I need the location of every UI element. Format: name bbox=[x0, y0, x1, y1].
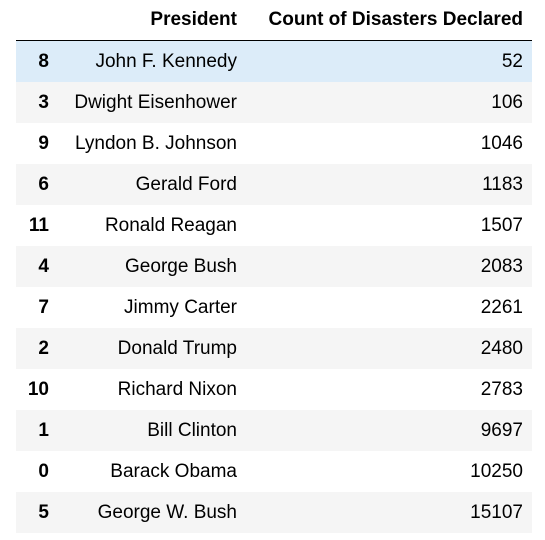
count-cell: 2480 bbox=[480, 337, 523, 359]
president-cell: Donald Trump bbox=[117, 337, 237, 359]
count-cell: 15107 bbox=[470, 501, 523, 523]
count-cell: 1046 bbox=[480, 132, 523, 154]
president-cell: Jimmy Carter bbox=[124, 296, 237, 318]
president-cell: Dwight Eisenhower bbox=[74, 91, 237, 113]
row-index: 2 bbox=[38, 337, 49, 359]
count-cell: 1183 bbox=[482, 173, 523, 195]
president-cell: Richard Nixon bbox=[117, 378, 237, 400]
row-index: 11 bbox=[28, 214, 49, 236]
row-index: 7 bbox=[38, 296, 49, 318]
count-column-header: Count of Disasters Declared bbox=[246, 0, 532, 41]
president-cell: George W. Bush bbox=[97, 501, 237, 523]
president-cell: Barack Obama bbox=[110, 460, 237, 482]
table-row[interactable]: 10 Richard Nixon 2783 bbox=[16, 369, 532, 410]
row-index: 1 bbox=[38, 419, 49, 441]
count-cell: 2261 bbox=[480, 296, 523, 318]
president-cell: Lyndon B. Johnson bbox=[75, 132, 237, 154]
row-index: 0 bbox=[38, 460, 49, 482]
header-row: President Count of Disasters Declared bbox=[16, 0, 532, 41]
table-header: President Count of Disasters Declared bbox=[16, 0, 532, 41]
table-row[interactable]: 4 George Bush 2083 bbox=[16, 246, 532, 287]
count-cell: 1507 bbox=[480, 214, 523, 236]
table-row[interactable]: 3 Dwight Eisenhower 106 bbox=[16, 82, 532, 123]
row-index: 10 bbox=[27, 378, 49, 400]
dataframe-container: President Count of Disasters Declared 8 … bbox=[16, 0, 532, 533]
dataframe-table: President Count of Disasters Declared 8 … bbox=[16, 0, 532, 533]
table-row[interactable]: 1 Bill Clinton 9697 bbox=[16, 410, 532, 451]
count-cell: 10250 bbox=[470, 460, 523, 482]
table-row[interactable]: 7 Jimmy Carter 2261 bbox=[16, 287, 532, 328]
row-index: 3 bbox=[38, 91, 49, 113]
row-index: 4 bbox=[38, 255, 49, 277]
count-cell: 2783 bbox=[480, 378, 523, 400]
president-cell: Ronald Reagan bbox=[104, 214, 237, 236]
table-body: 8 John F. Kennedy 52 3 Dwight Eisenhower… bbox=[16, 40, 532, 533]
row-index: 5 bbox=[38, 501, 49, 523]
table-row[interactable]: 5 George W. Bush 15107 bbox=[16, 492, 532, 533]
table-row[interactable]: 8 John F. Kennedy 52 bbox=[16, 40, 532, 82]
index-column-header bbox=[16, 0, 58, 41]
count-cell: 9697 bbox=[480, 419, 523, 441]
count-cell: 106 bbox=[491, 91, 523, 113]
row-index: 8 bbox=[38, 50, 49, 72]
row-index: 9 bbox=[38, 132, 49, 154]
count-cell: 2083 bbox=[480, 255, 523, 277]
table-row[interactable]: 2 Donald Trump 2480 bbox=[16, 328, 532, 369]
president-cell: Bill Clinton bbox=[147, 419, 237, 441]
president-cell: John F. Kennedy bbox=[95, 50, 237, 72]
table-row[interactable]: 0 Barack Obama 10250 bbox=[16, 451, 532, 492]
count-cell: 52 bbox=[501, 50, 523, 72]
president-cell: Gerald Ford bbox=[135, 173, 237, 195]
president-column-header: President bbox=[58, 0, 246, 41]
table-row[interactable]: 11 Ronald Reagan 1507 bbox=[16, 205, 532, 246]
table-row[interactable]: 9 Lyndon B. Johnson 1046 bbox=[16, 123, 532, 164]
row-index: 6 bbox=[38, 173, 49, 195]
table-row[interactable]: 6 Gerald Ford 1183 bbox=[16, 164, 532, 205]
president-cell: George Bush bbox=[125, 255, 237, 277]
